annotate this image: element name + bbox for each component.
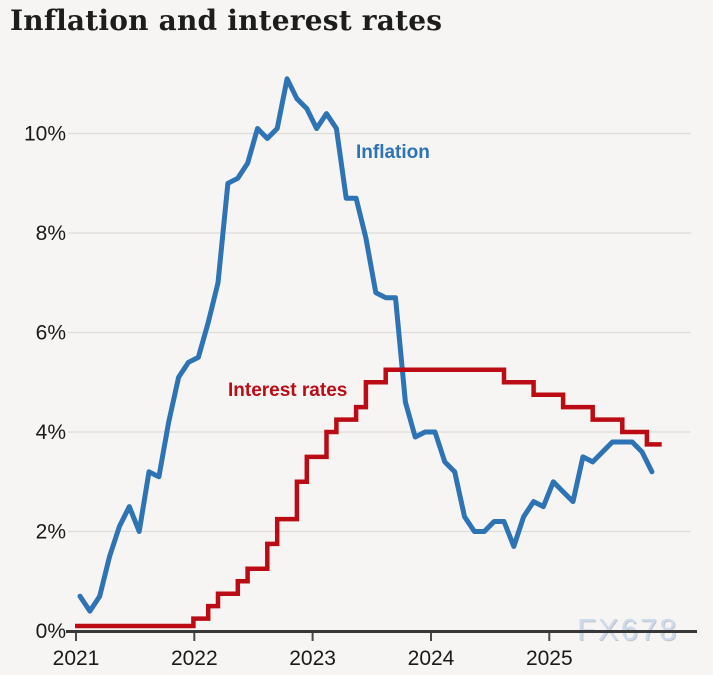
x-axis-label: 2023 [289, 647, 336, 670]
y-axis-label: 6% [36, 322, 66, 345]
interest-rates-line [75, 367, 662, 629]
rates-series-label: Interest rates [228, 380, 348, 401]
y-axis-label: 4% [36, 421, 66, 444]
y-axis-label: 8% [36, 222, 66, 245]
chart-title: Inflation and interest rates [10, 4, 443, 37]
y-axis-label: 2% [36, 521, 66, 544]
x-axis-label: 2021 [53, 647, 100, 670]
inflation-series-label: Inflation [356, 142, 430, 163]
x-axis-label: 2024 [408, 647, 455, 670]
inflation-line [77, 76, 655, 614]
y-axis-label: 0% [36, 620, 66, 643]
x-axis-label: 2022 [171, 647, 218, 670]
y-axis-label: 10% [24, 123, 66, 146]
x-axis-label: 2025 [526, 647, 573, 670]
watermark: FX678 [577, 612, 679, 647]
